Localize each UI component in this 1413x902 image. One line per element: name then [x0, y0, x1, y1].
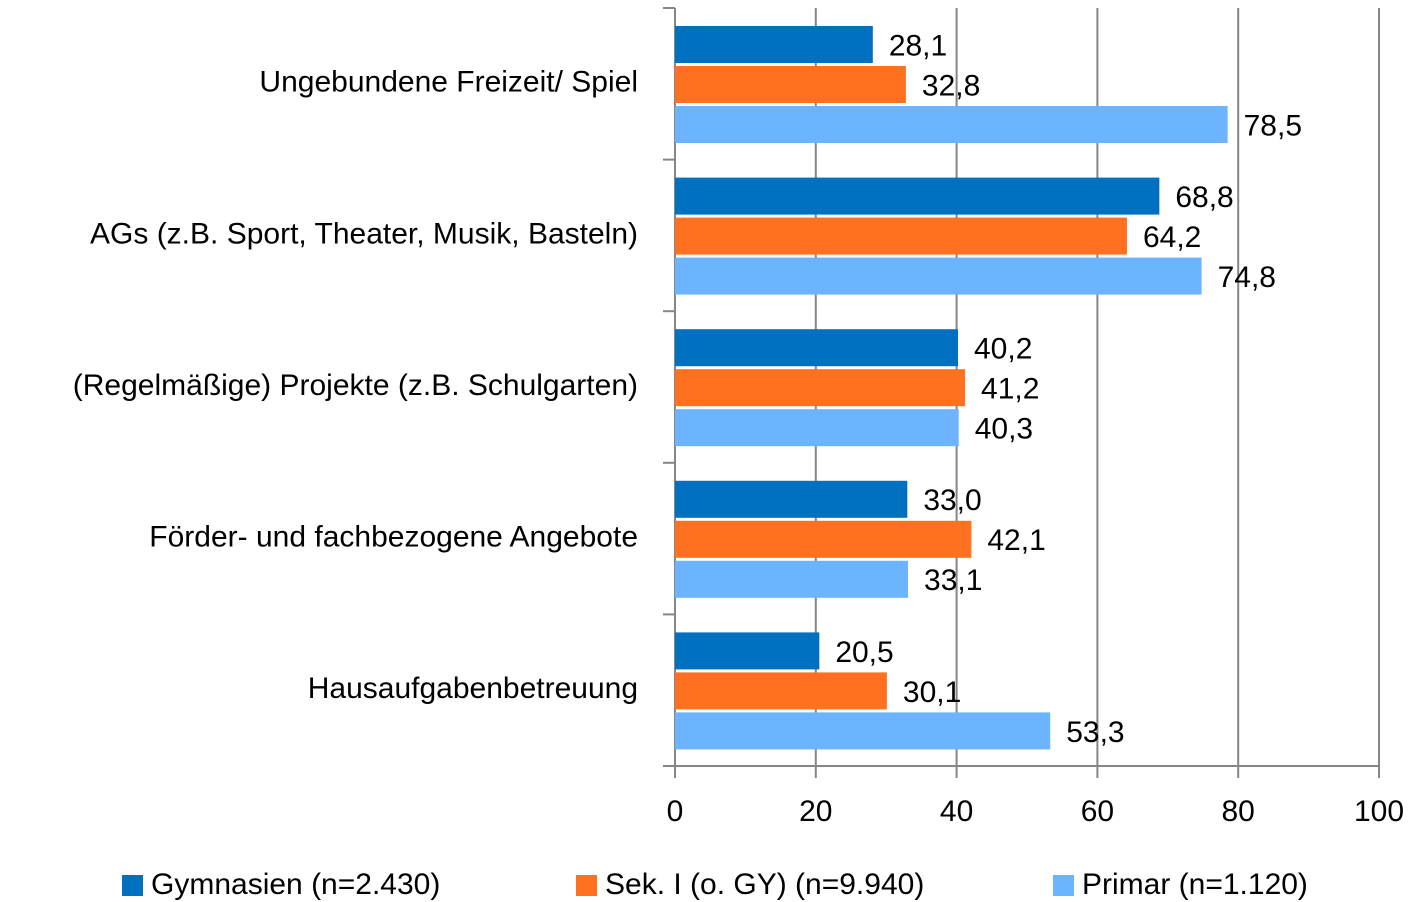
value-label: 40,3: [975, 413, 1033, 446]
x-tick-label: 80: [1222, 795, 1255, 828]
bar: [675, 409, 959, 447]
x-tick-label: 20: [799, 795, 832, 828]
bar: [675, 712, 1051, 750]
category-label: Hausaufgabenbetreuung: [308, 672, 638, 705]
bar: [675, 560, 909, 598]
bar: [675, 480, 908, 518]
legend-swatch: [1053, 875, 1074, 896]
bar: [675, 26, 873, 63]
value-label: 68,8: [1175, 181, 1233, 214]
value-label: 53,3: [1066, 716, 1124, 749]
x-tick-label: 100: [1354, 795, 1404, 828]
legend-label: Gymnasien (n=2.430): [151, 868, 440, 901]
category-label: AGs (z.B. Sport, Theater, Musik, Basteln…: [90, 217, 638, 250]
value-label: 28,1: [889, 29, 947, 62]
bar: [675, 177, 1160, 215]
value-label: 40,2: [974, 333, 1032, 366]
value-label: 20,5: [835, 636, 893, 669]
x-tick-label: 40: [940, 795, 973, 828]
bar: [675, 329, 959, 367]
bar: [675, 672, 887, 710]
legend-swatch: [122, 875, 143, 896]
legend-label: Primar (n=1.120): [1082, 868, 1308, 901]
value-label: 41,2: [981, 373, 1039, 406]
x-tick-label: 60: [1081, 795, 1114, 828]
bar: [675, 66, 906, 103]
category-label: (Regelmäßige) Projekte (z.B. Schulgarten…: [73, 369, 638, 402]
bar: [675, 632, 820, 670]
value-label: 74,8: [1218, 261, 1276, 294]
bar: [675, 217, 1127, 255]
category-label: Ungebundene Freizeit/ Spiel: [259, 66, 638, 99]
value-label: 33,0: [923, 484, 981, 517]
value-label: 42,1: [987, 524, 1045, 557]
value-label: 78,5: [1244, 109, 1302, 142]
category-label: Förder- und fachbezogene Angebote: [149, 521, 638, 554]
bar: [675, 257, 1202, 295]
legend-swatch: [576, 875, 597, 896]
legend-label: Sek. I (o. GY) (n=9.940): [605, 868, 924, 901]
value-label: 32,8: [922, 69, 980, 102]
value-label: 30,1: [903, 676, 961, 709]
bar: [675, 369, 966, 407]
bar: [675, 520, 972, 558]
value-label: 64,2: [1143, 221, 1201, 254]
bar: [675, 106, 1228, 143]
value-label: 33,1: [924, 564, 982, 597]
x-tick-label: 0: [667, 795, 684, 828]
